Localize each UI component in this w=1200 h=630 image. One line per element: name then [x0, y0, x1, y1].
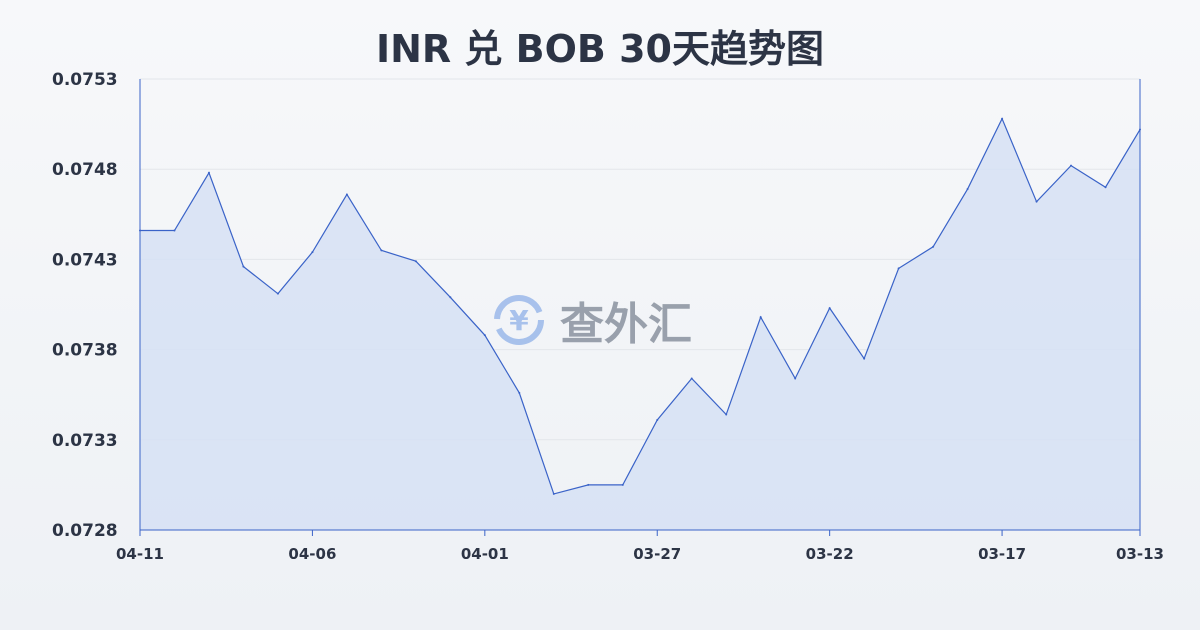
- series-line: [140, 117, 1141, 495]
- watermark: ¥ 查外汇: [488, 288, 692, 352]
- y-tick-label: 0.0738: [52, 341, 118, 361]
- x-tick-label: 04-01: [461, 545, 509, 563]
- data-point: [932, 245, 935, 248]
- data-point: [173, 229, 176, 232]
- data-point: [966, 188, 969, 191]
- data-point: [414, 260, 417, 263]
- data-point: [1104, 186, 1107, 189]
- data-point: [897, 267, 900, 270]
- y-tick-label: 0.0743: [52, 250, 118, 270]
- data-point: [276, 292, 279, 295]
- x-tick-label: 03-17: [978, 545, 1026, 563]
- data-point: [794, 377, 797, 380]
- svg-text:¥: ¥: [509, 304, 529, 337]
- y-tick-label: 0.0748: [52, 160, 118, 180]
- x-tick-label: 03-13: [1116, 545, 1164, 563]
- x-tick-label: 04-06: [288, 545, 336, 563]
- data-point: [1070, 164, 1073, 167]
- data-point: [759, 316, 762, 319]
- data-point: [483, 334, 486, 337]
- data-point: [1035, 200, 1038, 203]
- data-point: [863, 357, 866, 360]
- data-point: [828, 307, 831, 310]
- data-point: [518, 391, 521, 394]
- chart-title: INR 兑 BOB 30天趋势图: [375, 27, 824, 71]
- data-point: [725, 413, 728, 416]
- y-tick-label: 0.0728: [52, 521, 118, 541]
- data-point: [345, 193, 348, 196]
- data-point: [656, 418, 659, 421]
- data-point: [380, 249, 383, 252]
- data-point: [1001, 117, 1004, 120]
- x-tick-label: 04-11: [116, 545, 164, 563]
- data-point: [207, 171, 210, 174]
- data-point: [242, 265, 245, 268]
- y-tick-label: 0.0753: [52, 70, 118, 90]
- data-point: [449, 296, 452, 299]
- data-point: [587, 483, 590, 486]
- data-point: [690, 377, 693, 380]
- watermark-text: 查外汇: [560, 299, 692, 350]
- yen-exchange-icon: ¥: [494, 295, 544, 345]
- x-tick-label: 03-22: [806, 545, 854, 563]
- data-point: [311, 251, 314, 254]
- x-tick-label: 03-27: [633, 545, 681, 563]
- data-point: [552, 492, 555, 495]
- area-fill: [140, 118, 1140, 531]
- data-point: [621, 483, 624, 486]
- y-tick-label: 0.0733: [52, 431, 118, 451]
